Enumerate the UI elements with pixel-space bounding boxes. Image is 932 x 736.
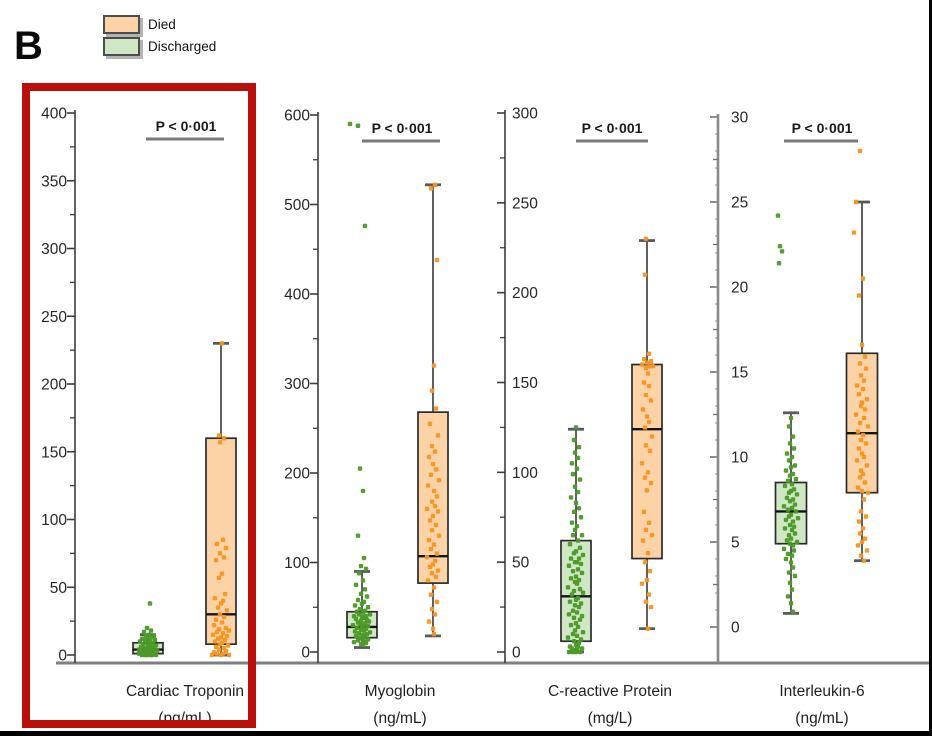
y-tick-label: 25 <box>731 195 748 212</box>
p-value-annotation: P < 0·001 <box>576 120 648 143</box>
y-tick-label: 300 <box>512 106 538 123</box>
legend-item-died: Died <box>103 13 216 35</box>
boxplot-died-c-reactive-protein <box>631 236 663 631</box>
y-tick-label: 0 <box>731 620 740 637</box>
p-value-text: P < 0·001 <box>156 118 217 134</box>
legend-item-discharged: Discharged <box>103 35 216 57</box>
legend: Died Discharged <box>103 13 216 57</box>
x-axis-title: Interleukin-6 <box>779 683 864 700</box>
iqr-box <box>417 411 449 584</box>
p-value-annotation: P < 0·001 <box>784 120 858 143</box>
y-tick-label: 300 <box>284 376 310 393</box>
y-tick-label: 0 <box>301 645 310 662</box>
y-tick-label: 100 <box>512 465 538 482</box>
scatter-discharged <box>347 121 373 648</box>
y-axis-myoglobin: 0 100 200 300 400 500 600 <box>284 108 319 663</box>
y-axis-interleukin-6: 0 5 10 15 20 25 30 <box>710 110 749 663</box>
x-axis-title: Cardiac Troponin <box>126 683 244 700</box>
boxplot-died-interleukin-6 <box>845 148 879 563</box>
panel-myoglobin: 0 100 200 300 400 500 600 P < 0·001 Myoglobin (ng… <box>284 108 449 727</box>
y-tick-label: 10 <box>731 450 749 467</box>
y-tick-label: 300 <box>41 241 67 258</box>
panel-c-reactive-protein: 0 50 100 150 200 250 300 P < 0·001 C-reactive Pr… <box>497 106 672 727</box>
panel-label-b: B <box>14 24 43 68</box>
y-tick-label: 50 <box>512 555 530 572</box>
x-axis-unit: (ng/mL) <box>373 710 426 727</box>
boxplot-died-cardiac-troponin <box>205 341 237 658</box>
y-tick-label: 100 <box>284 555 310 572</box>
boxplot-discharged-interleukin-6 <box>774 213 808 615</box>
y-axis-cardiac-troponin: 0 50 100 150 200 250 300 350 400 <box>41 106 76 665</box>
x-axis-unit: (mg/L) <box>588 710 633 727</box>
y-tick-label: 350 <box>41 173 67 190</box>
boxplot-discharged-c-reactive-protein <box>560 425 592 655</box>
y-tick-label: 150 <box>41 444 67 461</box>
scatter-discharged <box>565 425 586 655</box>
y-tick-label: 200 <box>41 377 67 394</box>
legend-swatch-discharged <box>103 36 140 56</box>
p-value-text: P < 0·001 <box>582 120 643 136</box>
y-tick-label: 100 <box>41 512 67 529</box>
y-tick-label: 30 <box>731 110 749 127</box>
y-tick-label: 400 <box>41 106 67 123</box>
y-tick-label: 5 <box>731 535 740 552</box>
highlight-rectangle-cardiac-troponin <box>22 83 256 728</box>
scatter-discharged <box>775 213 801 614</box>
y-tick-label: 500 <box>284 197 310 214</box>
panel-cardiac-troponin: 0 50 100 150 200 250 300 350 400 P < 0·001 Cardiac… <box>41 106 244 728</box>
y-tick-label: 50 <box>50 580 68 597</box>
scatter-died <box>209 341 232 658</box>
y-tick-label: 0 <box>512 645 521 662</box>
y-tick-label: 200 <box>512 285 538 302</box>
boxplot-discharged-myoglobin <box>346 121 378 649</box>
y-tick-label: 600 <box>284 108 310 125</box>
p-value-text: P < 0·001 <box>372 120 433 136</box>
p-value-annotation: P < 0·001 <box>146 118 224 141</box>
panel-interleukin-6: 0 5 10 15 20 25 30 P < 0·001 Interleukin-6 (ng/mL… <box>710 110 879 727</box>
y-tick-label: 200 <box>284 466 310 483</box>
y-tick-label: 250 <box>512 195 538 212</box>
x-axis-title: C-reactive Protein <box>548 683 672 700</box>
scatter-discharged <box>136 601 160 658</box>
p-value-annotation: P < 0·001 <box>362 120 440 143</box>
scatter-died <box>424 182 442 637</box>
y-tick-label: 20 <box>731 280 749 297</box>
y-tick-label: 400 <box>284 287 310 304</box>
legend-label-died: Died <box>148 16 176 32</box>
x-axis-title: Myoglobin <box>365 683 436 700</box>
y-tick-label: 15 <box>731 365 748 382</box>
legend-label-discharged: Discharged <box>148 38 217 54</box>
figure-border-right <box>929 0 932 736</box>
p-value-text: P < 0·001 <box>792 120 853 136</box>
y-tick-label: 150 <box>512 375 538 392</box>
boxplot-died-myoglobin <box>417 182 449 638</box>
scatter-died <box>851 148 871 563</box>
y-axis-c-reactive-protein: 0 50 100 150 200 250 300 <box>497 106 538 663</box>
x-axis-unit: (ng/mL) <box>795 710 848 727</box>
y-tick-label: 250 <box>41 309 67 326</box>
scatter-died <box>639 236 656 631</box>
figure-border-bottom <box>0 731 932 736</box>
boxplot-discharged-cardiac-troponin <box>132 601 164 658</box>
legend-swatch-died <box>103 14 140 34</box>
y-tick-label: 0 <box>58 648 67 665</box>
